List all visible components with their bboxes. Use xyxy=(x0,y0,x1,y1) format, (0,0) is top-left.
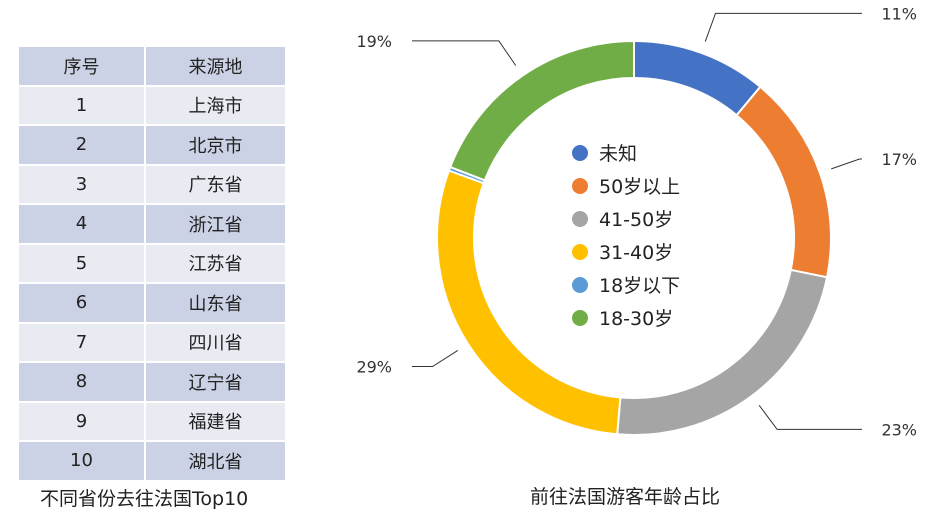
legend-label: 31-40岁 xyxy=(599,242,673,264)
rank-cell: 2 xyxy=(17,124,146,166)
origin-cell: 浙江省 xyxy=(144,203,287,245)
leader-line xyxy=(831,158,862,170)
rank-cell: 3 xyxy=(17,163,146,205)
rank-cell: 7 xyxy=(17,321,146,363)
donut-slice xyxy=(633,39,762,117)
table-row: 10 湖北省 xyxy=(17,440,287,482)
leader-line xyxy=(412,40,517,66)
rank-cell: 5 xyxy=(17,242,146,284)
legend-label: 18岁以下 xyxy=(599,275,680,297)
leader-line xyxy=(758,405,862,430)
rank-cell: 8 xyxy=(17,361,146,403)
slice-percent-label: 17% xyxy=(881,150,917,169)
donut-slice xyxy=(436,169,622,436)
rank-cell: 6 xyxy=(17,282,146,324)
table-header-cell: 序号 xyxy=(17,45,146,87)
source-table-container: 序号 来源地 1 上海市 2 北京市 3 广东省 4 浙江省 5 江苏省 6 山东省 7 四川省 8 辽宁省 9… xyxy=(17,45,287,482)
origin-cell: 江苏省 xyxy=(144,242,287,284)
table-header-row: 序号 来源地 xyxy=(17,45,287,87)
table-row: 6 山东省 xyxy=(17,282,287,324)
donut-slice xyxy=(735,85,832,279)
rank-cell: 1 xyxy=(17,84,146,126)
legend-marker xyxy=(572,145,588,161)
legend-marker xyxy=(572,310,588,326)
rank-cell: 9 xyxy=(17,400,146,442)
rank-cell: 4 xyxy=(17,203,146,245)
age-donut-chart: 11% 17% 23% 29% 19% 未知 50岁以上 41-50岁 31-40岁 18岁以下 1… xyxy=(356,4,917,439)
leader-line xyxy=(412,349,459,368)
source-table: 序号 来源地 1 上海市 2 北京市 3 广东省 4 浙江省 5 江苏省 6 山东省 7 四川省 8 辽宁省 9… xyxy=(17,45,287,482)
table-header-cell: 来源地 xyxy=(144,45,287,87)
donut-slice xyxy=(448,39,635,182)
table-row: 4 浙江省 xyxy=(17,203,287,245)
legend-marker xyxy=(572,244,588,260)
table-row: 8 辽宁省 xyxy=(17,361,287,403)
table-row: 1 上海市 xyxy=(17,84,287,126)
legend-label: 未知 xyxy=(599,143,637,165)
legend-label: 41-50岁 xyxy=(599,209,673,231)
slice-percent-label: 19% xyxy=(356,32,392,51)
table-row: 9 福建省 xyxy=(17,400,287,442)
table-row: 2 北京市 xyxy=(17,124,287,166)
origin-cell: 福建省 xyxy=(144,400,287,442)
origin-cell: 上海市 xyxy=(144,84,287,126)
chart-title: 前往法国游客年龄占比 xyxy=(530,486,721,508)
legend-marker xyxy=(572,211,588,227)
table-row: 5 江苏省 xyxy=(17,242,287,284)
slice-percent-label: 11% xyxy=(881,4,917,23)
slice-percent-label: 29% xyxy=(356,358,392,377)
origin-cell: 辽宁省 xyxy=(144,361,287,403)
legend-marker xyxy=(572,277,588,293)
origin-cell: 山东省 xyxy=(144,282,287,324)
slice-percent-label: 23% xyxy=(881,420,917,439)
origin-cell: 湖北省 xyxy=(144,440,287,482)
rank-cell: 10 xyxy=(17,440,146,482)
table-row: 3 广东省 xyxy=(17,163,287,205)
origin-cell: 北京市 xyxy=(144,124,287,166)
legend-label: 50岁以上 xyxy=(599,176,680,198)
origin-cell: 四川省 xyxy=(144,321,287,363)
legend-marker xyxy=(572,178,588,194)
origin-cell: 广东省 xyxy=(144,163,287,205)
leader-line xyxy=(704,12,862,42)
legend-label: 18-30岁 xyxy=(599,308,673,330)
table-caption: 不同省份去往法国Top10 xyxy=(40,488,249,510)
table-row: 7 四川省 xyxy=(17,321,287,363)
